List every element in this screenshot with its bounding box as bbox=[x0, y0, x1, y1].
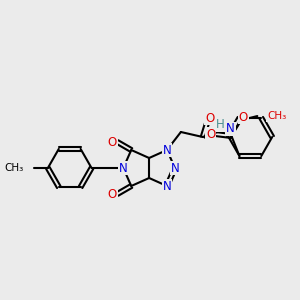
Text: CH₃: CH₃ bbox=[5, 163, 24, 173]
Text: N: N bbox=[170, 161, 179, 175]
Text: CH₃: CH₃ bbox=[267, 111, 286, 121]
Text: O: O bbox=[108, 136, 117, 148]
Text: O: O bbox=[239, 111, 248, 124]
Text: N: N bbox=[119, 161, 128, 175]
Text: O: O bbox=[205, 112, 214, 124]
Text: H: H bbox=[216, 118, 225, 131]
Text: O: O bbox=[108, 188, 117, 200]
Text: N: N bbox=[163, 143, 171, 157]
Text: N: N bbox=[163, 179, 171, 193]
Text: N: N bbox=[226, 122, 235, 136]
Text: O: O bbox=[206, 128, 215, 141]
